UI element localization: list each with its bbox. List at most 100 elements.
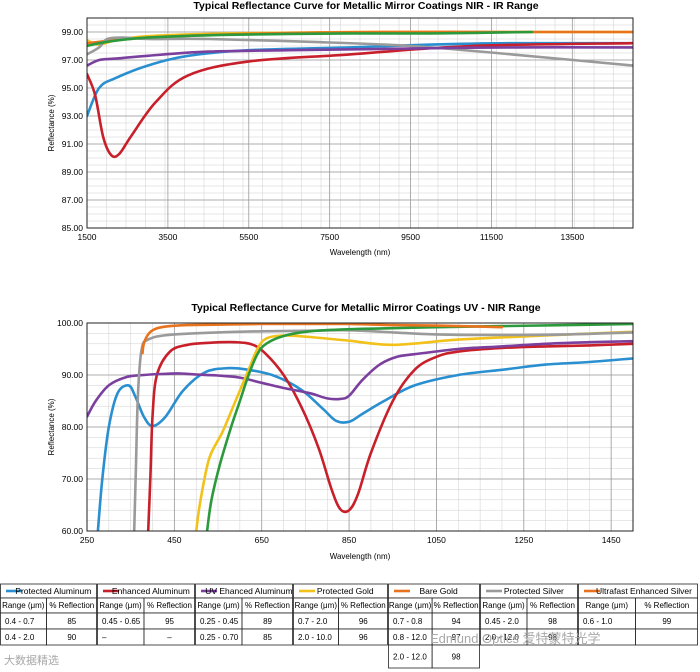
reflection-cell: [431, 644, 480, 669]
reflection-cell: [526, 628, 578, 646]
x-tick-label: 13500: [561, 232, 585, 242]
range-value: 2.0 - 12.0: [393, 653, 427, 662]
series-line-protected-silver: [132, 328, 633, 531]
x-tick-label: 5500: [239, 232, 258, 242]
legend-name: Protected Silver: [504, 586, 564, 596]
x-tick-label: 1450: [602, 535, 621, 545]
series-line-protected-silver: [87, 36, 633, 67]
range-value: 0.4 - 0.7: [5, 617, 35, 626]
y-tick-label: 60.00: [62, 526, 84, 536]
series-line-uv-enhanced-aluminum: [87, 339, 633, 418]
reflection-value: 85: [67, 617, 76, 626]
reflection-value: 89: [263, 617, 272, 626]
reflection-value: 99: [662, 617, 671, 626]
range-header: Range (μm): [197, 601, 240, 610]
reflection-value: 95: [165, 617, 174, 626]
chart-title: Typical Reflectance Curve for Metallic M…: [193, 0, 538, 12]
y-tick-label: 70.00: [62, 474, 84, 484]
series-group: [87, 323, 633, 531]
x-tick-label: 850: [342, 535, 356, 545]
x-tick-label: 7500: [320, 232, 339, 242]
reflection-value: 98: [548, 617, 557, 626]
range-value: 0.8 - 12.0: [393, 633, 427, 642]
reflection-value: 98: [548, 633, 557, 642]
series-line-ultrafast-enhanced-silver: [87, 30, 534, 48]
legend-name: Protected Aluminum: [15, 586, 91, 596]
reflection-cell: [241, 628, 293, 646]
reflection-value: 90: [67, 633, 76, 642]
series-line-protected-aluminum: [96, 357, 633, 531]
reflection-header: % Reflection: [434, 601, 479, 610]
range-value: 2.0 - 10.0: [298, 633, 332, 642]
plot-frame: [86, 322, 634, 532]
range-header: Range (μm): [482, 601, 525, 610]
range-value: 0.6 - 1.0: [583, 617, 613, 626]
reflection-header: % Reflection: [644, 601, 689, 610]
x-tick-label: 9500: [401, 232, 420, 242]
range-header: Range (μm): [2, 601, 45, 610]
y-tick-label: 91.00: [62, 139, 84, 149]
series-line-bare-gold: [141, 323, 504, 355]
legend-name: Protected Gold: [317, 586, 374, 596]
reflection-header: % Reflection: [49, 601, 94, 610]
chart-1: Typical Reflectance Curve for Metallic M…: [47, 0, 634, 257]
x-tick-label: 250: [80, 535, 94, 545]
range-header: Range (μm): [586, 601, 629, 610]
reflection-cell: [46, 628, 97, 646]
series-line-protected-gold: [194, 330, 633, 531]
range-header: Range (μm): [295, 601, 338, 610]
x-axis-label: Wavelength (nm): [330, 552, 391, 561]
range-value: –: [102, 633, 107, 642]
reflection-value: 97: [452, 633, 461, 642]
plot-frame: [86, 17, 634, 229]
y-tick-label: 93.00: [62, 111, 84, 121]
watermark-right: Edmund Optics 爱特蒙特光学: [430, 631, 601, 646]
series-group: [87, 30, 633, 159]
reflection-cell: [143, 628, 195, 646]
reflection-value: –: [167, 633, 172, 642]
range-value: 2.0 - 12.0: [485, 633, 519, 642]
reflection-value: 85: [263, 633, 272, 642]
range-value: 0.7 - 0.8: [393, 617, 423, 626]
range-value: 0.25 - 0.45: [200, 617, 239, 626]
y-tick-label: 99.00: [62, 27, 84, 37]
y-tick-label: 90.00: [62, 370, 84, 380]
range-header: Range (μm): [389, 601, 432, 610]
range-value: 0.45 - 2.0: [485, 617, 519, 626]
legend-name: Ultrafast Enhanced Silver: [596, 586, 692, 596]
x-tick-label: 1500: [78, 232, 97, 242]
reflection-value: 94: [452, 617, 461, 626]
y-axis-label: Reflectance (%): [47, 94, 56, 151]
y-tick-label: 95.00: [62, 83, 84, 93]
reflection-cell: [338, 628, 388, 646]
range-value: 0.45 - 0.65: [102, 617, 141, 626]
reflection-value: 98: [452, 653, 461, 662]
series-line-uv-enhanced-aluminum: [87, 46, 633, 67]
chart-title: Typical Reflectance Curve for Metallic M…: [191, 302, 540, 314]
x-tick-label: 650: [255, 535, 269, 545]
x-tick-label: 450: [167, 535, 181, 545]
x-tick-label: 3500: [158, 232, 177, 242]
legend-name: Enhanced Aluminum: [112, 586, 190, 596]
range-value: 0.4 - 2.0: [5, 633, 35, 642]
series-line-enhanced-aluminum: [146, 340, 633, 531]
reflection-cell: [635, 628, 698, 646]
range-value: 0.7 - 2.0: [298, 617, 328, 626]
x-tick-label: 1050: [427, 535, 446, 545]
reflection-header: % Reflection: [530, 601, 575, 610]
y-tick-label: 89.00: [62, 167, 84, 177]
y-tick-label: 97.00: [62, 55, 84, 65]
y-tick-label: 100.00: [57, 318, 83, 328]
range-header: Range (μm): [99, 601, 142, 610]
legend-name: Bare Gold: [419, 586, 458, 596]
y-tick-label: 85.00: [62, 223, 84, 233]
legend-name: UV Ehanced Aluminum: [205, 586, 292, 596]
reflection-value: 96: [359, 633, 368, 642]
range-value: 0.25 - 0.70: [200, 633, 239, 642]
x-tick-label: 1250: [514, 535, 533, 545]
watermark-left: 大数据精选: [4, 655, 59, 667]
reflection-header: % Reflection: [341, 601, 386, 610]
reflection-header: % Reflection: [245, 601, 290, 610]
